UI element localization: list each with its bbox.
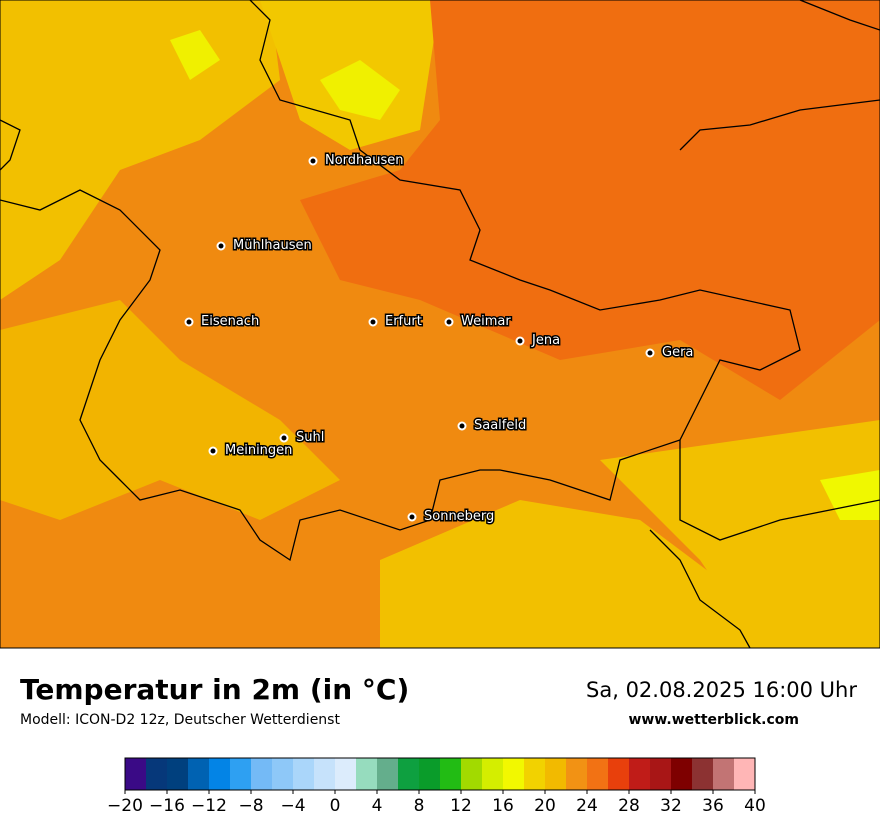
- city-label: Suhl: [296, 430, 324, 445]
- colorbar-cell: [545, 758, 567, 790]
- title: Temperatur in 2m (in °C): [20, 673, 409, 706]
- colorbar-tick-label: 24: [576, 796, 598, 816]
- city-label: Meiningen: [225, 443, 292, 458]
- colorbar-cell: [293, 758, 315, 790]
- colorbar-tick-label: −20: [107, 796, 143, 816]
- colorbar-cell: [335, 758, 357, 790]
- datetime: Sa, 02.08.2025 16:00 Uhr: [586, 678, 857, 702]
- colorbar-cell: [461, 758, 483, 790]
- colorbar-cell: [146, 758, 168, 790]
- city: Jena: [515, 332, 562, 350]
- city-label: Sonneberg: [424, 509, 494, 524]
- city: Meiningen: [208, 442, 294, 460]
- colorbar-tick-label: −12: [191, 796, 227, 816]
- city: Suhl: [279, 429, 326, 447]
- colorbar-cell: [440, 758, 462, 790]
- colorbar-tick-label: 16: [492, 796, 514, 816]
- colorbar-cell: [398, 758, 420, 790]
- colorbar-tick-label: 8: [414, 796, 425, 816]
- city-label: Saalfeld: [474, 418, 526, 433]
- colorbar-cell: [314, 758, 336, 790]
- city-label: Mühlhausen: [233, 238, 312, 253]
- city-label: Gera: [662, 345, 693, 360]
- colorbar-tick-label: 36: [702, 796, 724, 816]
- subtitle: Modell: ICON-D2 12z, Deutscher Wetterdie…: [20, 712, 340, 728]
- colorbar-cell: [419, 758, 441, 790]
- colorbar-cell: [167, 758, 189, 790]
- colorbar-cell: [251, 758, 273, 790]
- colorbar-cell: [629, 758, 651, 790]
- colorbar-tick-label: 12: [450, 796, 472, 816]
- colorbar-tick-label: 40: [744, 796, 766, 816]
- colorbar-cell: [734, 758, 756, 790]
- colorbar-cell: [482, 758, 504, 790]
- city-label: Jena: [531, 333, 560, 348]
- colorbar-cell: [356, 758, 378, 790]
- colorbar-cell: [587, 758, 609, 790]
- colorbar-cell: [650, 758, 672, 790]
- colorbar-tick-label: 4: [372, 796, 383, 816]
- colorbar-cell: [272, 758, 294, 790]
- colorbar-cell: [671, 758, 693, 790]
- colorbar-cell: [230, 758, 252, 790]
- city: Sonneberg: [407, 508, 496, 526]
- city: Eisenach: [184, 313, 261, 331]
- colorbar-tick-label: 20: [534, 796, 556, 816]
- city: Nordhausen: [308, 152, 405, 170]
- colorbar-tick-label: −16: [149, 796, 185, 816]
- city: Gera: [645, 344, 695, 362]
- city-label: Nordhausen: [325, 153, 404, 168]
- colorbar-frame: [124, 757, 756, 791]
- colorbar-cell: [566, 758, 588, 790]
- colorbar-tick-label: 32: [660, 796, 682, 816]
- city-label: Eisenach: [201, 314, 259, 329]
- colorbar-cell: [125, 758, 147, 790]
- city: Erfurt: [368, 313, 423, 331]
- colorbar-cell: [209, 758, 231, 790]
- city: Mühlhausen: [216, 237, 313, 255]
- city: Saalfeld: [457, 417, 528, 435]
- colorbar-tick-label: 28: [618, 796, 640, 816]
- colorbar-cell: [377, 758, 399, 790]
- map: [0, 0, 880, 649]
- colorbar: −20 −16 −12 −8 −4 0 4 8 12 16 20 24 28 32 36 40: [107, 757, 766, 816]
- colorbar-cell: [692, 758, 714, 790]
- colorbar-cell: [713, 758, 735, 790]
- city: Weimar: [444, 313, 513, 331]
- website: www.wetterblick.com: [629, 712, 800, 728]
- colorbar-cell: [608, 758, 630, 790]
- city-label: Weimar: [461, 314, 511, 329]
- cities: Nordhausen Mühlhausen Eisenach Erfurt We…: [184, 152, 695, 526]
- colorbar-cell: [503, 758, 525, 790]
- colorbar-cell: [524, 758, 546, 790]
- colorbar-tick-label: 0: [330, 796, 341, 816]
- colorbar-tick-label: −4: [280, 796, 305, 816]
- colorbar-tick-label: −8: [238, 796, 263, 816]
- city-label: Erfurt: [385, 314, 422, 329]
- colorbar-cell: [188, 758, 210, 790]
